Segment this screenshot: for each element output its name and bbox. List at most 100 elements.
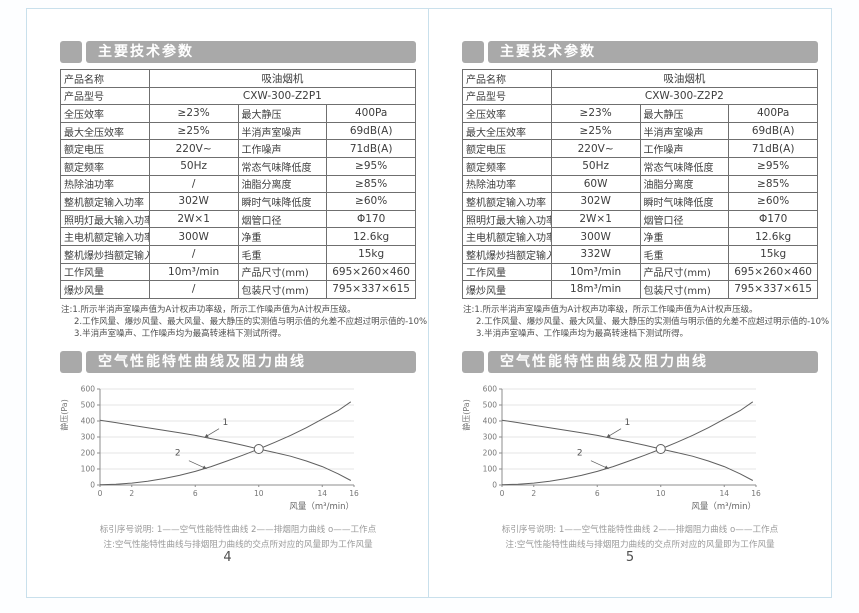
table-row: 全压效率 ≥23% 最大静压 400Pa <box>462 104 818 123</box>
note-line: 2.工作风量、爆炒风量、最大风量、最大静压的实测值与明示值的允差不应超过明示值的… <box>476 316 830 327</box>
table-cell: 产品名称 <box>60 69 150 88</box>
header-accent-square <box>462 41 484 63</box>
table-cell: 最大静压 <box>237 104 328 123</box>
table-cell: ≥23% <box>148 104 239 123</box>
table-cell: 照明灯最大输入功率 <box>60 209 150 229</box>
header-accent-square <box>462 350 484 373</box>
x-tick-label: 0 <box>98 489 103 498</box>
table-cell: 包装尺寸(mm) <box>639 280 730 299</box>
table-cell: 工作风量 <box>60 262 150 282</box>
table-cell: ≥60% <box>326 192 416 211</box>
table-cell: 烟管口径 <box>639 209 730 229</box>
table-row: 额定电压 220V~ 工作噪声 71dB(A) <box>462 139 818 158</box>
table-cell: 吸油烟机 <box>148 69 417 88</box>
section-header-curves: 空气性能特性曲线及阻力曲线 <box>462 350 818 373</box>
table-cell: 爆炒风量 <box>60 280 150 299</box>
table-cell: 包装尺寸(mm) <box>237 280 328 299</box>
table-cell: 产品型号 <box>60 86 150 106</box>
table-row: 产品名称 吸油烟机 <box>60 69 417 88</box>
table-cell: 300W <box>550 227 641 246</box>
table-cell: 主电机额定输入功率 <box>462 227 552 246</box>
table-cell: 吸油烟机 <box>550 69 819 88</box>
table-row: 爆炒风量 18m³/min 包装尺寸(mm) 795×337×615 <box>462 280 818 299</box>
curve-2 <box>501 401 754 486</box>
table-row: 爆炒风量 / 包装尺寸(mm) 795×337×615 <box>60 280 416 299</box>
table-cell: 12.6kg <box>728 227 818 246</box>
table-cell: 最大全压效率 <box>60 121 150 141</box>
table-cell: 半消声室噪声 <box>237 121 328 141</box>
table-cell: 油脂分离度 <box>237 174 328 194</box>
performance-chart: 0 100 200 300 400 500 600 0 2 6 10 14 16 1 2 静压(Pa) 风量（m… <box>461 385 761 512</box>
table-cell: 15kg <box>326 244 416 264</box>
x-tick-label: 6 <box>193 489 198 498</box>
table-cell: ≥85% <box>326 174 416 194</box>
caption-note: 注:空气性能特性曲线与排烟阻力曲线的交点所对应的风量即为工作风量 <box>103 539 373 550</box>
table-cell: 12.6kg <box>326 227 416 246</box>
table-cell: / <box>148 280 239 299</box>
table-cell: 300W <box>148 227 239 246</box>
table-cell: 热除油功率 <box>60 174 150 194</box>
table-cell: 795×337×615 <box>728 280 818 299</box>
section-title: 主要技术参数 <box>86 41 416 63</box>
y-tick-label: 500 <box>483 401 498 410</box>
table-cell: 10m³/min <box>148 262 239 282</box>
table-cell: 50Hz <box>148 156 239 176</box>
table-cell: 额定频率 <box>462 156 552 176</box>
table-row: 主电机额定输入功率 300W 净重 12.6kg <box>60 227 416 246</box>
table-cell: 整机额定输入功率 <box>462 192 552 211</box>
table-cell: 220V~ <box>550 139 641 158</box>
table-cell: / <box>148 174 239 194</box>
table-cell: 烟管口径 <box>237 209 328 229</box>
table-cell: 工作噪声 <box>237 139 328 158</box>
table-cell: 15kg <box>728 244 818 264</box>
x-tick-label: 10 <box>254 489 264 498</box>
table-cell: Φ170 <box>326 209 416 229</box>
page-right: 主要技术参数 产品名称 吸油烟机 产品型号 CXW-300-Z2P2 全压效率 ≥23% 最… <box>429 9 831 597</box>
page-number: 5 <box>625 550 635 565</box>
note-line: 2.工作风量、爆炒风量、最大风量、最大静压的实测值与明示值的允差不应超过明示值的… <box>74 316 428 327</box>
table-cell: 60W <box>550 174 641 194</box>
table-cell: 产品尺寸(mm) <box>639 262 730 282</box>
caption-legend: 标引序号说明: 1——空气性能特性曲线 2——排烟阻力曲线 o——工作点 <box>501 524 779 535</box>
table-cell: ≥95% <box>728 156 818 176</box>
section-header-specs: 主要技术参数 <box>60 41 416 63</box>
table-cell: 最大全压效率 <box>462 121 552 141</box>
table-cell: 50Hz <box>550 156 641 176</box>
table-cell: ≥85% <box>728 174 818 194</box>
table-cell: 毛重 <box>237 244 328 264</box>
y-tick-label: 0 <box>90 481 95 490</box>
table-cell: 2W×1 <box>148 209 239 229</box>
table-row: 额定频率 50Hz 常态气味降低度 ≥95% <box>60 156 416 176</box>
curve-2 <box>99 401 352 486</box>
caption-note: 注:空气性能特性曲线与排烟阻力曲线的交点所对应的风量即为工作风量 <box>505 539 775 550</box>
table-cell: 半消声室噪声 <box>639 121 730 141</box>
table-cell: / <box>148 244 239 264</box>
spec-table: 产品名称 吸油烟机 产品型号 CXW-300-Z2P1 全压效率 ≥23% 最大静压 400P… <box>60 69 417 299</box>
x-tick-label: 16 <box>751 489 761 498</box>
table-cell: 18m³/min <box>550 280 641 299</box>
table-row: 最大全压效率 ≥25% 半消声室噪声 69dB(A) <box>60 121 416 141</box>
table-row: 最大全压效率 ≥25% 半消声室噪声 69dB(A) <box>462 121 818 141</box>
page-left: 主要技术参数 产品名称 吸油烟机 产品型号 CXW-300-Z2P1 全压效率 ≥23% 最… <box>27 9 429 597</box>
leader-line <box>606 428 622 438</box>
curve-label-1: 1 <box>625 418 631 428</box>
table-row: 整机额定输入功率 302W 瞬时气味降低度 ≥60% <box>462 192 818 211</box>
x-axis-label: 风量（m³/min） <box>691 501 756 512</box>
note-line: 注:1.所示半消声室噪声值为A计权声功率级，所示工作噪声值为A计权声压级。 <box>61 304 356 315</box>
y-tick-label: 100 <box>483 465 498 474</box>
table-cell: 净重 <box>237 227 328 246</box>
table-row: 热除油功率 / 油脂分离度 ≥85% <box>60 174 416 194</box>
table-cell: CXW-300-Z2P1 <box>148 86 417 106</box>
x-tick-label: 14 <box>317 489 327 498</box>
table-row: 热除油功率 60W 油脂分离度 ≥85% <box>462 174 818 194</box>
page-number: 4 <box>223 550 232 565</box>
table-row: 主电机额定输入功率 300W 净重 12.6kg <box>462 227 818 246</box>
notes: 注:1.所示半消声室噪声值为A计权声功率级，所示工作噪声值为A计权声压级。 2.… <box>61 304 428 340</box>
table-cell: 整机额定输入功率 <box>60 192 150 211</box>
table-cell: ≥23% <box>550 104 641 123</box>
table-row: 产品名称 吸油烟机 <box>462 69 819 88</box>
header-accent-square <box>60 41 82 63</box>
table-cell: ≥25% <box>148 121 239 141</box>
note-line: 3.半消声室噪声、工作噪声均为最高转速档下测试所得。 <box>476 328 689 339</box>
y-tick-label: 500 <box>81 401 96 410</box>
